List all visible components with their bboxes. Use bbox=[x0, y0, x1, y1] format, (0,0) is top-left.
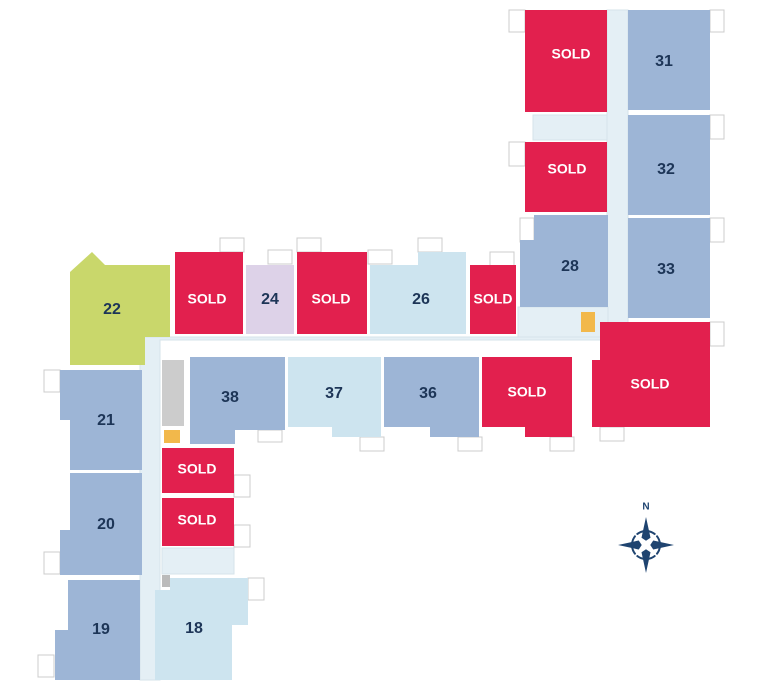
unit: SOLD bbox=[592, 322, 710, 427]
unit-label[interactable]: 24 bbox=[261, 291, 279, 308]
unit-label[interactable]: 32 bbox=[657, 161, 675, 178]
unit-shape bbox=[175, 252, 243, 334]
unit-label: SOLD bbox=[178, 461, 217, 477]
unit-shape[interactable] bbox=[55, 580, 140, 680]
unit-shape[interactable] bbox=[246, 265, 294, 334]
unit[interactable]: 22 bbox=[70, 252, 170, 365]
unit[interactable]: 38 bbox=[190, 357, 285, 444]
unit[interactable]: 21 bbox=[60, 370, 142, 470]
unit-label[interactable]: 18 bbox=[185, 620, 203, 637]
unit-label: SOLD bbox=[178, 512, 217, 528]
unit-label: SOLD bbox=[188, 291, 227, 307]
unit-label[interactable]: 22 bbox=[103, 301, 121, 318]
unit-shape[interactable] bbox=[60, 370, 142, 470]
unit[interactable]: 24 bbox=[246, 265, 294, 334]
unit[interactable]: 26 bbox=[370, 252, 466, 334]
unit-shape[interactable] bbox=[628, 10, 710, 110]
unit: SOLD bbox=[162, 498, 234, 546]
unit-label: SOLD bbox=[552, 46, 591, 62]
unit[interactable]: 32 bbox=[628, 115, 710, 215]
unit-shape bbox=[162, 448, 234, 493]
unit[interactable]: 31 bbox=[628, 10, 710, 110]
unit-label: SOLD bbox=[474, 291, 513, 307]
unit-shape[interactable] bbox=[60, 473, 142, 575]
unit-label[interactable]: 31 bbox=[655, 53, 673, 70]
unit-label[interactable]: 38 bbox=[221, 389, 239, 406]
unit-label[interactable]: 20 bbox=[97, 516, 115, 533]
compass-label: N bbox=[642, 502, 649, 513]
unit: SOLD bbox=[525, 10, 607, 112]
unit-label[interactable]: 37 bbox=[325, 385, 343, 402]
unit-shape bbox=[525, 10, 607, 112]
stair bbox=[162, 575, 170, 587]
unit[interactable]: 20 bbox=[60, 473, 142, 575]
unit: SOLD bbox=[297, 252, 367, 334]
unit-label: SOLD bbox=[631, 376, 670, 392]
exit-icon bbox=[164, 430, 180, 443]
unit-shape[interactable] bbox=[190, 357, 285, 444]
unit-shape bbox=[470, 265, 516, 334]
unit-label[interactable]: 33 bbox=[657, 261, 675, 278]
unit-label: SOLD bbox=[548, 161, 587, 177]
unit-label[interactable]: 28 bbox=[561, 258, 579, 275]
unit[interactable]: 33 bbox=[628, 218, 710, 318]
unit-label[interactable]: 36 bbox=[419, 385, 437, 402]
unit-shape[interactable] bbox=[370, 252, 466, 334]
unit-label[interactable]: 19 bbox=[92, 621, 110, 638]
unit-shape bbox=[592, 322, 710, 427]
stair bbox=[162, 360, 184, 426]
unit[interactable]: 18 bbox=[155, 578, 248, 680]
unit-shape[interactable] bbox=[628, 115, 710, 215]
unit-label: SOLD bbox=[312, 291, 351, 307]
unit-shape[interactable] bbox=[628, 218, 710, 318]
unit-shape bbox=[482, 357, 572, 437]
unit-shape bbox=[162, 498, 234, 546]
exit-icon bbox=[581, 312, 595, 332]
unit-label[interactable]: 21 bbox=[97, 412, 115, 429]
unit[interactable]: 36 bbox=[384, 357, 479, 437]
unit: SOLD bbox=[162, 448, 234, 493]
unit-shape[interactable] bbox=[384, 357, 479, 437]
unit[interactable]: 19 bbox=[55, 580, 140, 680]
unit: SOLD bbox=[175, 252, 243, 334]
unit-shape[interactable] bbox=[155, 578, 248, 680]
unit-label[interactable]: 26 bbox=[412, 291, 430, 308]
balconies bbox=[37, 9, 725, 678]
unit-shape[interactable] bbox=[70, 252, 170, 365]
unit-shape[interactable] bbox=[288, 357, 381, 437]
unit: SOLD bbox=[525, 142, 607, 212]
unit[interactable]: 28 bbox=[520, 215, 608, 307]
unit: SOLD bbox=[482, 357, 572, 437]
unit-shape[interactable] bbox=[520, 215, 608, 307]
unit-shape bbox=[297, 252, 367, 334]
unit: SOLD bbox=[470, 265, 516, 334]
unit-label: SOLD bbox=[508, 384, 547, 400]
units: SOLD 31 SOLD 32 28 33 22 SOLD 24 SOLD 26 SOLD SOLD 38… bbox=[55, 10, 710, 680]
corridor bbox=[139, 9, 629, 681]
unit[interactable]: 37 bbox=[288, 357, 381, 437]
unit-shape bbox=[525, 142, 607, 212]
compass: N bbox=[618, 502, 674, 573]
